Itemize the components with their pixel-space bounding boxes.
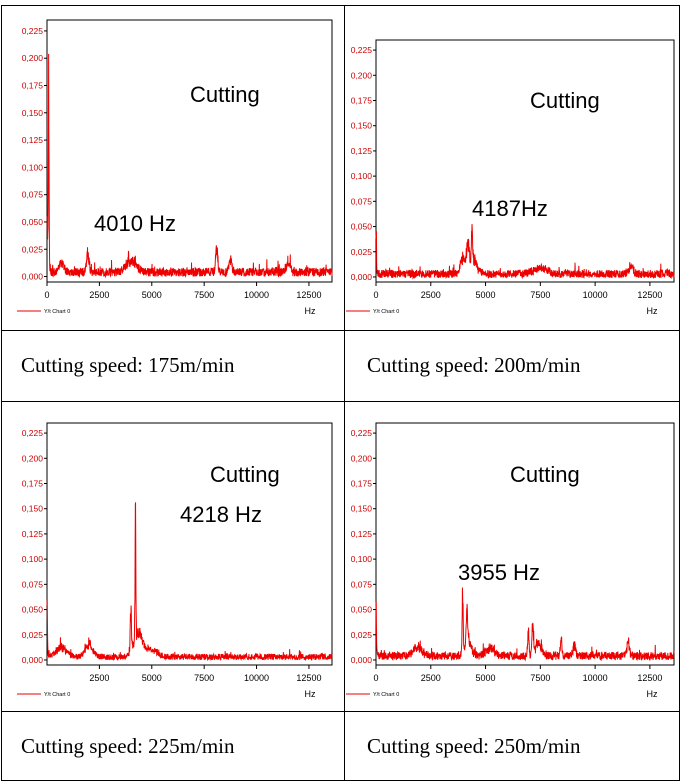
x-tick-label: 5000: [142, 673, 162, 683]
x-tick-label: 7500: [530, 290, 550, 300]
y-tick-label: 0,150: [22, 504, 44, 514]
annotation-peak-frequency: 4218 Hz: [180, 502, 262, 527]
y-tick-label: 0,100: [351, 171, 373, 181]
y-tick-label: 0,150: [351, 504, 373, 514]
y-tick-label: 0,075: [22, 579, 44, 589]
y-tick-label: 0,225: [22, 26, 44, 36]
annotation-peak-frequency: 3955 Hz: [458, 560, 540, 585]
y-tick-label: 0,175: [22, 479, 44, 489]
annotation-cutting: Cutting: [190, 82, 260, 107]
annotation-cutting: Cutting: [510, 462, 580, 487]
y-tick-label: 0,000: [22, 272, 44, 282]
spectrum-chart-250: 0,000 0,025 0,050 0,075 0,100 0,125 0,150 0,175…: [348, 415, 684, 717]
annotation-cutting: Cutting: [210, 462, 280, 487]
x-tick-label: 10000: [583, 290, 608, 300]
y-tick-label: 0,200: [22, 453, 44, 463]
spectrum-chart-175: 0,000 0,025 0,050 0,075 0,100 0,125 0,150 0,175…: [2, 12, 344, 334]
x-tick-label: 2500: [89, 673, 109, 683]
x-tick-label: 10000: [244, 673, 269, 683]
annotation-peak-frequency: 4010 Hz: [94, 211, 176, 236]
y-tick-label: 0,050: [22, 217, 44, 227]
y-tick-label: 0,150: [22, 108, 44, 118]
y-tick-label: 0,125: [22, 529, 44, 539]
y-tick-label: 0,050: [351, 222, 373, 232]
y-tick-label: 0,075: [351, 196, 373, 206]
annotation-peak-frequency: 4187Hz: [472, 196, 548, 221]
y-tick-label: 0,175: [22, 81, 44, 91]
x-tick-label: 12500: [296, 673, 321, 683]
y-tick-label: 0,075: [22, 190, 44, 200]
x-tick-label: 7500: [194, 290, 214, 300]
y-tick-label: 0,025: [351, 247, 373, 257]
legend-label: Y/t Chart 0: [373, 692, 399, 698]
table-divider-middle: [1, 401, 680, 402]
y-tick-label: 0,100: [351, 554, 373, 564]
y-tick-label: 0,050: [22, 605, 44, 615]
x-axis-label: Hz: [305, 306, 316, 316]
y-tick-label: 0,100: [22, 162, 44, 172]
series-line: [376, 224, 674, 278]
x-tick-label: 10000: [583, 673, 608, 683]
x-axis-label: Hz: [647, 689, 658, 699]
caption-200: Cutting speed: 200m/min: [367, 353, 581, 378]
x-tick-label: 5000: [476, 673, 496, 683]
x-tick-label: 12500: [637, 673, 662, 683]
y-tick-label: 0,175: [351, 479, 373, 489]
y-tick-label: 0,175: [351, 96, 373, 106]
y-tick-label: 0,125: [22, 135, 44, 145]
y-tick-label: 0,025: [351, 630, 373, 640]
y-tick-label: 0,225: [22, 428, 44, 438]
x-tick-label: 2500: [89, 290, 109, 300]
x-tick-label: 0: [373, 290, 378, 300]
caption-175: Cutting speed: 175m/min: [21, 353, 235, 378]
x-tick-label: 7500: [530, 673, 550, 683]
plot-frame: [376, 423, 674, 665]
legend-label: Y/t Chart 0: [44, 309, 70, 315]
spectrum-chart-225: 0,000 0,025 0,050 0,075 0,100 0,125 0,150 0,175…: [2, 415, 344, 717]
x-tick-label: 7500: [194, 673, 214, 683]
y-tick-label: 0,000: [351, 655, 373, 665]
y-tick-label: 0,075: [351, 579, 373, 589]
plot-frame: [47, 20, 332, 282]
x-axis-label: Hz: [647, 306, 658, 316]
legend-label: Y/t Chart 0: [44, 692, 70, 698]
y-tick-label: 0,025: [22, 630, 44, 640]
x-tick-label: 2500: [421, 673, 441, 683]
y-tick-label: 0,000: [351, 272, 373, 282]
x-tick-label: 0: [373, 673, 378, 683]
y-tick-label: 0,050: [351, 605, 373, 615]
y-tick-label: 0,125: [351, 146, 373, 156]
series-line: [376, 588, 674, 660]
plot-frame: [376, 40, 674, 282]
x-tick-label: 5000: [142, 290, 162, 300]
x-tick-label: 10000: [244, 290, 269, 300]
y-tick-label: 0,025: [22, 244, 44, 254]
x-tick-label: 0: [44, 290, 49, 300]
annotation-cutting: Cutting: [530, 88, 600, 113]
y-tick-label: 0,100: [22, 554, 44, 564]
y-tick-label: 0,200: [351, 70, 373, 80]
y-tick-label: 0,200: [351, 453, 373, 463]
plot-frame: [47, 423, 332, 665]
x-tick-label: 2500: [421, 290, 441, 300]
y-tick-label: 0,125: [351, 529, 373, 539]
y-tick-label: 0,200: [22, 53, 44, 63]
x-axis-label: Hz: [305, 689, 316, 699]
y-tick-label: 0,000: [22, 655, 44, 665]
y-tick-label: 0,150: [351, 121, 373, 131]
spectrum-chart-200: 0,000 0,025 0,050 0,075 0,100 0,125 0,150 0,175…: [348, 32, 684, 334]
y-tick-label: 0,225: [351, 428, 373, 438]
caption-225: Cutting speed: 225m/min: [21, 734, 235, 759]
x-tick-label: 5000: [476, 290, 496, 300]
x-tick-label: 12500: [637, 290, 662, 300]
legend-label: Y/t Chart 0: [373, 309, 399, 315]
x-tick-label: 12500: [296, 290, 321, 300]
y-tick-label: 0,225: [351, 45, 373, 55]
caption-250: Cutting speed: 250m/min: [367, 734, 581, 759]
table-divider-vertical: [344, 5, 345, 781]
